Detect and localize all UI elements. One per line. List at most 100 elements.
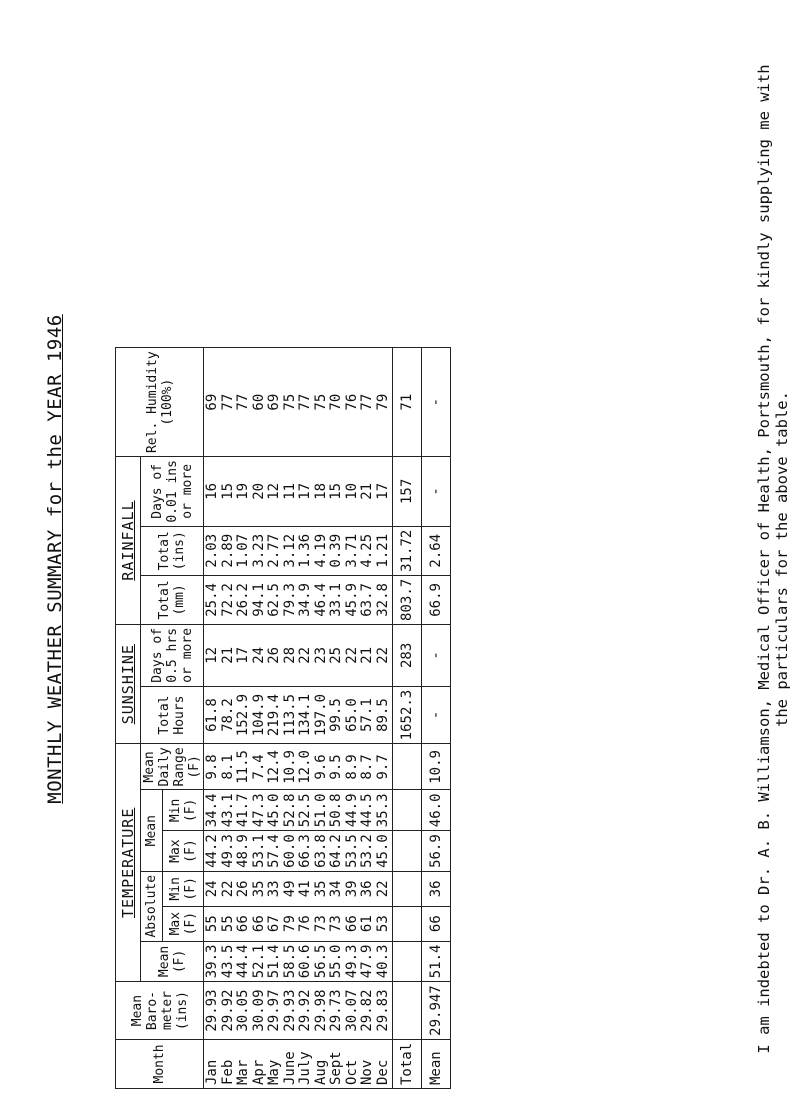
cell-value: 49.3	[219, 834, 236, 868]
cell-value: 79.3	[281, 583, 298, 617]
cell-value: Range	[172, 747, 187, 787]
cell-value: 45.9	[343, 583, 360, 617]
total-abs-min	[392, 871, 422, 907]
absolute-header: Absolute	[140, 871, 163, 942]
cell-value: Total	[157, 580, 172, 620]
mean-daily-range: 10.9	[421, 743, 451, 790]
mean-sun-days: -	[421, 624, 451, 687]
cell-value: 2.03	[204, 533, 220, 568]
cell-value: 39.3	[204, 944, 220, 979]
cell-value: or more	[179, 627, 195, 683]
cell-value: 66	[235, 915, 251, 933]
cell-value: Jan	[204, 1059, 220, 1085]
cell-value: 44.5	[359, 793, 375, 828]
total-daily-range	[392, 743, 422, 790]
barometer-header: Mean Baro-meter (ins)	[115, 981, 204, 1040]
rain-days-header: Days of 0.01 ins or more	[140, 456, 204, 527]
cell-value: 76	[297, 915, 313, 933]
abs-max-column: 55 55 66 66 67 79 76 73 73 66 61 53	[203, 906, 393, 942]
rainfall-header: RAINFALL	[115, 456, 141, 625]
cell-value: 8.7	[359, 754, 375, 780]
cell-value: 53.5	[343, 834, 360, 868]
cell-value: 29.73	[328, 989, 344, 1032]
total-mean-max	[392, 830, 422, 872]
cell-value: 22	[343, 646, 360, 664]
total-humidity: 71	[392, 347, 422, 457]
cell-value: 77	[359, 393, 375, 411]
cell-value: 52.8	[281, 793, 298, 828]
cell-value: 78.2	[219, 698, 236, 732]
cell-value: 25.4	[204, 583, 220, 617]
cell-value: 72.2	[219, 583, 236, 617]
cell-value: 66.3	[297, 834, 313, 868]
cell-value: (mm)	[172, 584, 187, 616]
total-barometer	[392, 981, 422, 1040]
cell-value: 53	[374, 915, 391, 933]
rain-ins-column: 2.03 2.89 1.07 3.23 2.77 3.12 1.36 4.19 0.39 3.71…	[203, 526, 393, 576]
cell-value: 9.8	[204, 754, 220, 780]
cell-value: 40.3	[374, 944, 391, 979]
cell-value: 65.0	[343, 698, 360, 732]
total-rain-ins: 31.72	[392, 526, 422, 576]
cell-value: (F)	[183, 877, 199, 901]
page-title: MONTHLY WEATHER SUMMARY for the YEAR 194…	[44, 314, 66, 804]
cell-value: 73	[312, 915, 329, 933]
cell-value: 77	[219, 393, 236, 411]
cell-value: Max	[168, 911, 184, 936]
cell-value: 32.8	[374, 583, 391, 617]
group-header-row: Month Mean Baro-meter (ins) TEMPERATURE SU…	[115, 347, 204, 1089]
cell-value: Dec	[374, 1059, 391, 1085]
cell-value: 34.4	[204, 793, 220, 828]
rain-ins-header: Total (ins)	[140, 526, 204, 576]
mean-row: Mean 29.947 51.4 66 36 56.9 46.0 10.9 - …	[421, 347, 451, 1089]
cell-value: (F)	[187, 755, 202, 779]
cell-value: 99.5	[328, 698, 344, 732]
cell-value: 29.92	[297, 989, 313, 1032]
mean-min-header: Min (F)	[162, 789, 204, 831]
cell-value: 55	[219, 915, 236, 933]
cell-value: 26.2	[235, 583, 251, 617]
abs-min-column: 24 22 26 35 33 49 41 35 34 39 36 22	[203, 871, 393, 907]
cell-value: 35.3	[374, 793, 391, 828]
cell-value: 1.07	[235, 533, 251, 568]
cell-value: Sept	[328, 1051, 344, 1085]
cell-value: 58.5	[281, 944, 298, 979]
cell-value: 33.1	[328, 583, 344, 617]
cell-value: 73	[328, 915, 344, 933]
cell-value: 17	[235, 646, 251, 664]
cell-value: 61	[359, 915, 375, 933]
sun-hours-header: Total Hours	[140, 686, 204, 744]
cell-value: Feb	[219, 1059, 236, 1085]
cell-value: 46.4	[312, 583, 329, 617]
mean-label: Mean	[421, 1039, 451, 1089]
cell-value: 29.92	[219, 989, 236, 1032]
mean-abs-max: 66	[421, 906, 451, 942]
total-mean-min	[392, 789, 422, 831]
cell-value: 16	[204, 482, 220, 500]
cell-value: 10	[343, 482, 360, 500]
cell-value: 1.36	[297, 533, 313, 568]
cell-value: (F)	[172, 949, 187, 974]
cell-value: June	[281, 1051, 298, 1085]
cell-value: 219.4	[266, 693, 282, 737]
cell-value: Mean	[129, 994, 145, 1027]
cell-value: 45.0	[374, 834, 391, 868]
subgroup-header-row: Mean (F) Absolute Mean Mean Daily Range (F) …	[140, 348, 204, 1089]
cell-value: 0.5 hrs	[164, 627, 180, 683]
cell-value: 22	[374, 646, 391, 664]
cell-value: 55	[204, 915, 220, 933]
cell-value: 11	[281, 482, 298, 500]
cell-value: 39	[343, 880, 360, 898]
cell-value: 69	[204, 393, 220, 411]
cell-value: 28	[281, 646, 298, 664]
mean-mean-min: 46.0	[421, 789, 451, 831]
cell-value: 3.12	[281, 533, 298, 568]
cell-value: 17	[297, 482, 313, 500]
cell-value: 57.1	[359, 698, 375, 732]
cell-value: (ins)	[172, 531, 187, 571]
cell-value: 66	[250, 915, 267, 933]
sunshine-header: SUNSHINE	[115, 624, 141, 744]
rain-days-column: 16 15 19 20 12 11 17 18 15 10 21 17	[203, 456, 393, 527]
cell-value: 44.2	[204, 834, 220, 868]
